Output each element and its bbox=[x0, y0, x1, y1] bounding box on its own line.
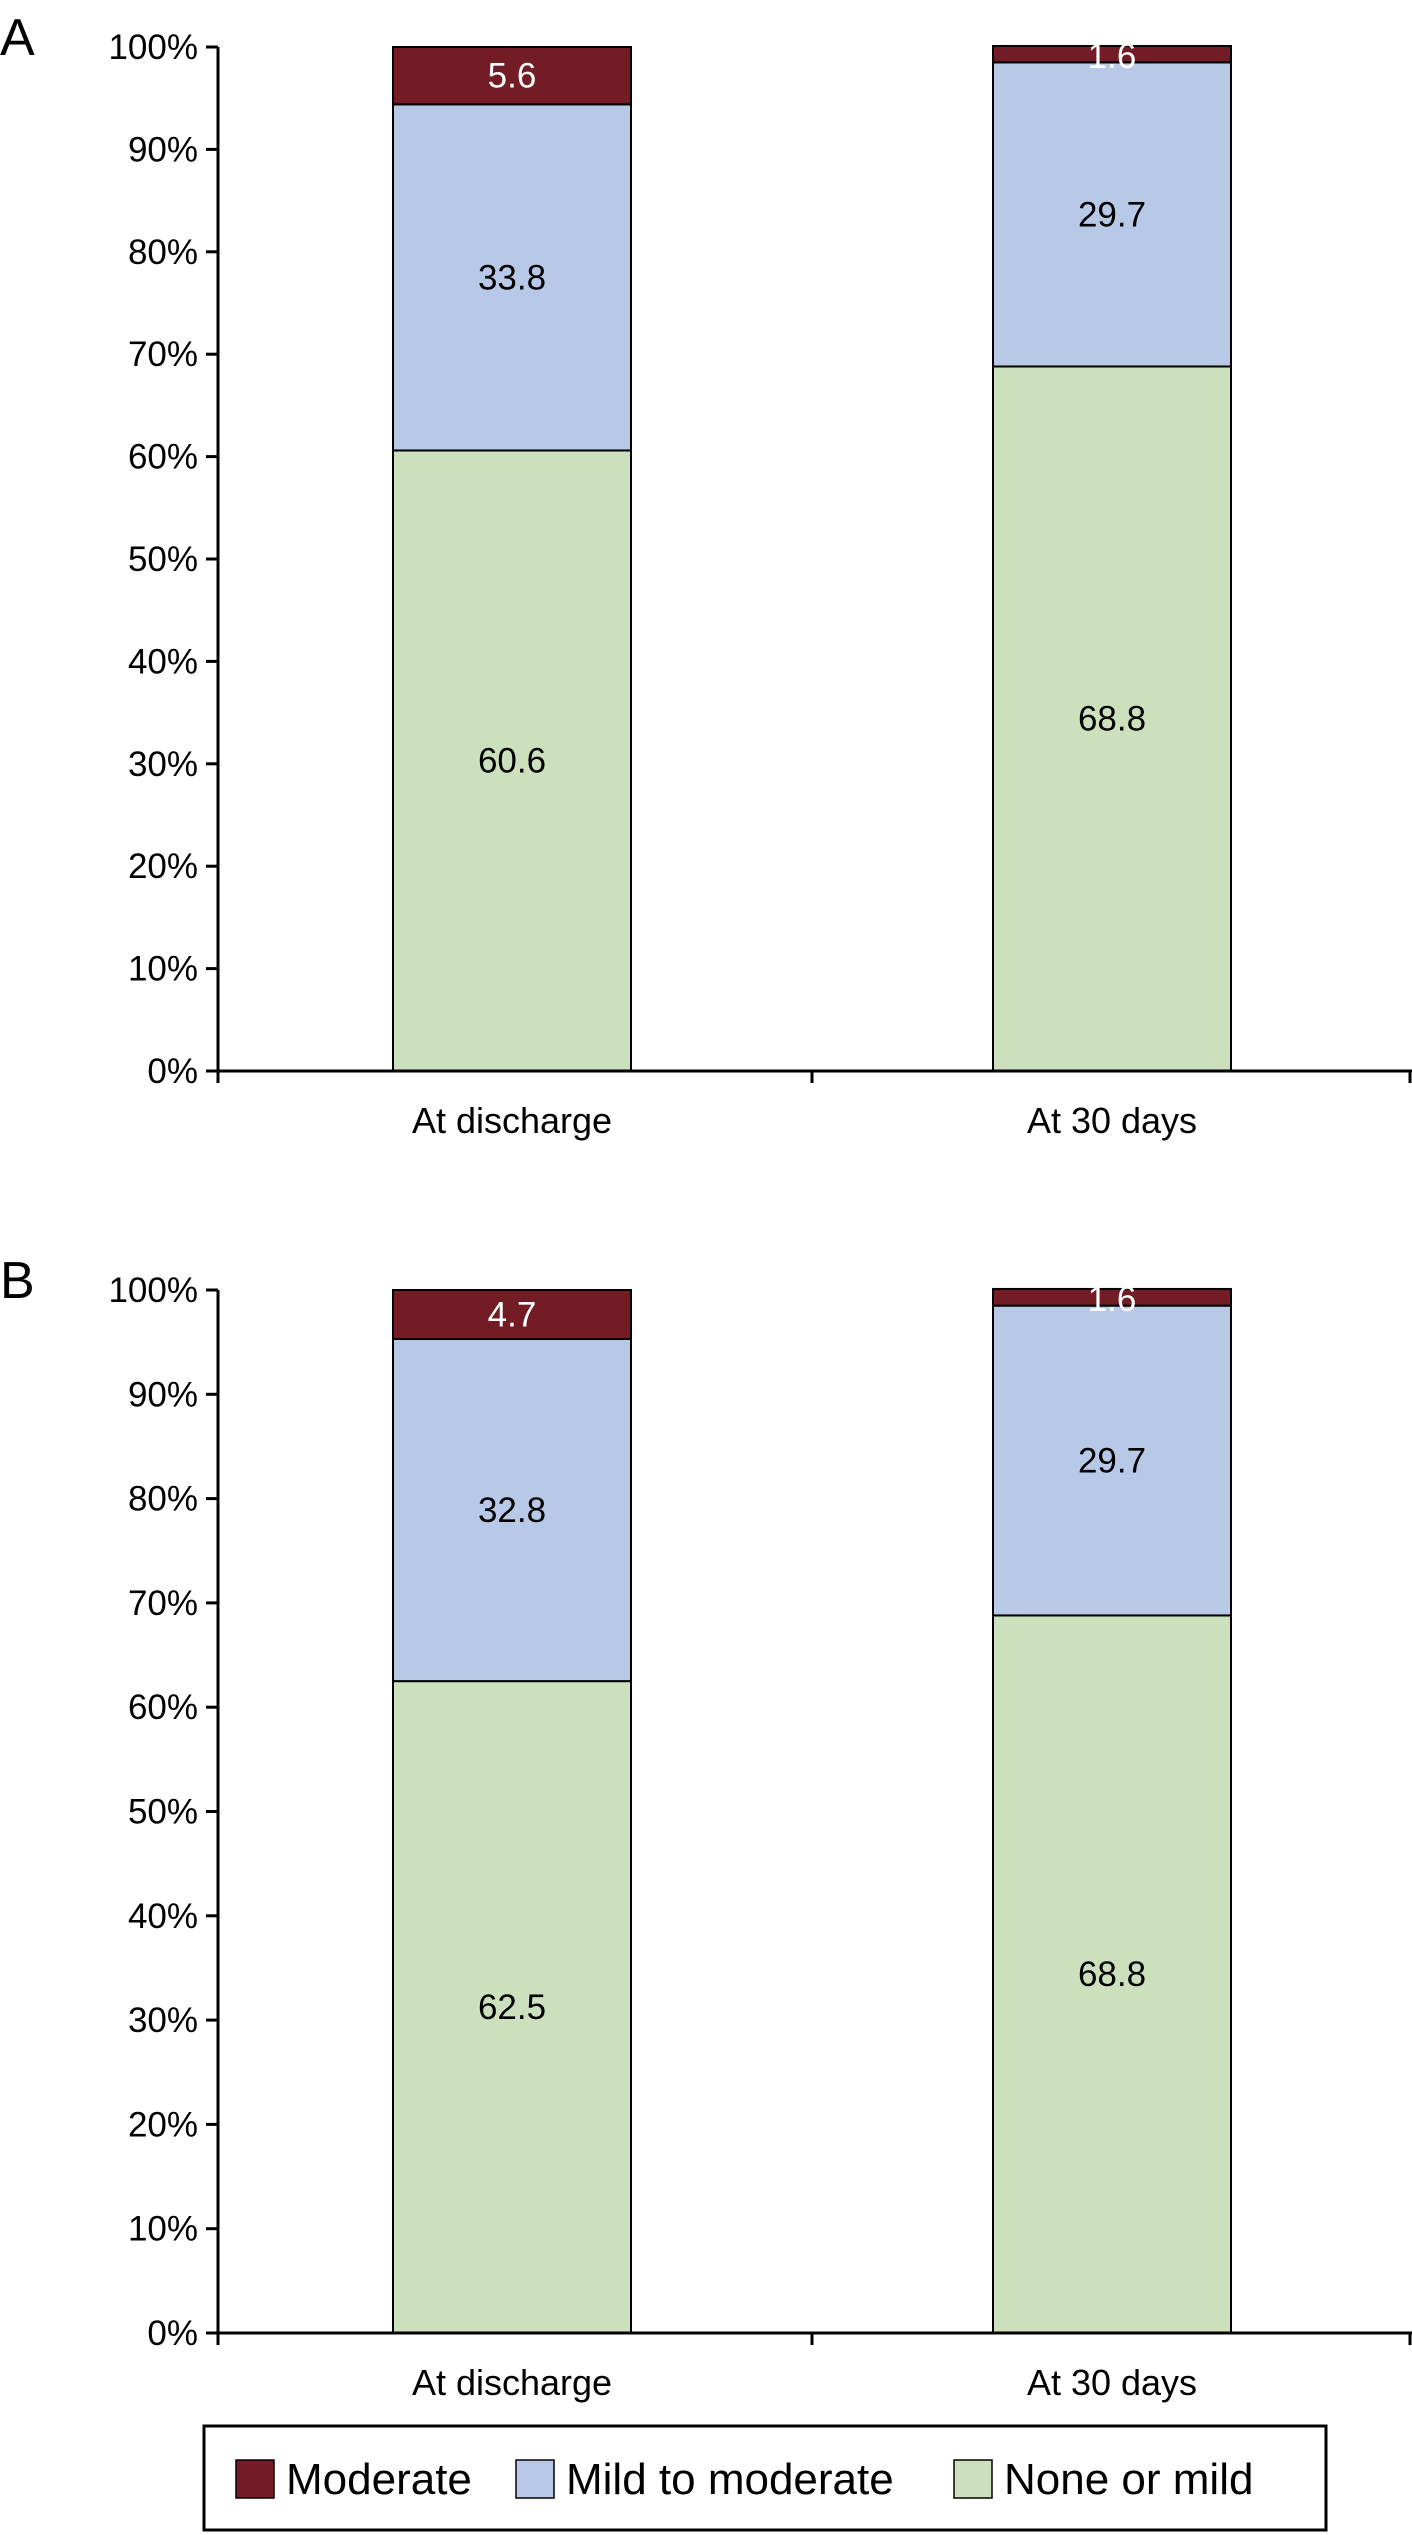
category-label: At 30 days bbox=[1027, 1100, 1197, 1141]
y-tick-label: 100% bbox=[108, 1271, 198, 1310]
y-tick-label: 10% bbox=[128, 2210, 198, 2249]
bar-segment-none-or-mild bbox=[392, 449, 632, 1072]
legend-box bbox=[202, 2424, 1328, 2532]
y-tick-label: 80% bbox=[128, 1480, 198, 1519]
data-label: 29.7 bbox=[1078, 1442, 1146, 1481]
legend: Moderate Mild to moderate None or mild bbox=[202, 2424, 1328, 2532]
bar-segment-mild-to-moderate bbox=[992, 1304, 1232, 1617]
bar-segment-mild-to-moderate bbox=[392, 1338, 632, 1683]
data-label: 60.6 bbox=[478, 742, 546, 781]
data-label: 68.8 bbox=[1078, 700, 1146, 739]
y-tick-label: 90% bbox=[128, 130, 198, 169]
bar-segment-none-or-mild bbox=[992, 1614, 1232, 2334]
data-label: 4.7 bbox=[488, 1296, 537, 1335]
category-label: At 30 days bbox=[1027, 2362, 1197, 2403]
legend-swatch-moderate bbox=[235, 2459, 275, 2499]
data-label: 29.7 bbox=[1078, 195, 1146, 234]
y-tick-label: 70% bbox=[128, 335, 198, 374]
legend-swatch-mild-to-moderate bbox=[515, 2459, 555, 2499]
bar-segment-none-or-mild bbox=[392, 1680, 632, 2334]
data-label: 62.5 bbox=[478, 1988, 546, 2027]
bar-segment-moderate bbox=[992, 44, 1232, 64]
bar-segment-none-or-mild bbox=[992, 365, 1232, 1073]
bar-segment-moderate bbox=[392, 46, 632, 106]
legend-label-mild-to-moderate: Mild to moderate bbox=[566, 2455, 894, 2504]
y-tick-label: 50% bbox=[128, 540, 198, 579]
legend-swatch-none-or-mild bbox=[953, 2459, 993, 2499]
y-tick-label: 0% bbox=[147, 2314, 198, 2353]
panel-a: A 60.6 33.8 5.6 At discharge 68.8 29.7 1.6 At 30… bbox=[0, 9, 1412, 1141]
y-tick-label: 70% bbox=[128, 1584, 198, 1623]
category-label: At discharge bbox=[412, 2362, 612, 2403]
data-label: 32.8 bbox=[478, 1491, 546, 1530]
data-label: 1.6 bbox=[1088, 37, 1137, 76]
y-tick-label: 30% bbox=[128, 745, 198, 784]
y-tick-label: 90% bbox=[128, 1375, 198, 1414]
data-label: 68.8 bbox=[1078, 1955, 1146, 1994]
data-label: 1.6 bbox=[1088, 1280, 1137, 1319]
y-tick-label: 0% bbox=[147, 1052, 198, 1091]
bar-segment-mild-to-moderate bbox=[992, 61, 1232, 368]
y-tick-label: 60% bbox=[128, 438, 198, 477]
panel-label: A bbox=[0, 9, 35, 67]
y-tick-label: 10% bbox=[128, 950, 198, 989]
y-tick-label: 40% bbox=[128, 642, 198, 681]
category-label: At discharge bbox=[412, 1100, 612, 1141]
y-tick-label: 30% bbox=[128, 2001, 198, 2040]
y-tick-label: 20% bbox=[128, 2105, 198, 2144]
y-tick-label: 50% bbox=[128, 1793, 198, 1832]
data-label: 5.6 bbox=[488, 57, 537, 96]
panel-label: B bbox=[0, 1252, 35, 1310]
legend-label-none-or-mild: None or mild bbox=[1004, 2455, 1253, 2504]
panel-b: B 62.5 32.8 4.7 At discharge 68.8 29.7 1.6 At 30… bbox=[0, 1252, 1412, 2403]
y-tick-label: 40% bbox=[128, 1897, 198, 1936]
legend-label-moderate: Moderate bbox=[286, 2455, 472, 2504]
y-tick-label: 20% bbox=[128, 847, 198, 886]
y-tick-label: 100% bbox=[108, 28, 198, 67]
y-tick-label: 60% bbox=[128, 1688, 198, 1727]
data-label: 33.8 bbox=[478, 258, 546, 297]
bar-segment-moderate bbox=[392, 1289, 632, 1341]
y-tick-label: 80% bbox=[128, 233, 198, 272]
bar-segment-moderate bbox=[992, 1287, 1232, 1307]
